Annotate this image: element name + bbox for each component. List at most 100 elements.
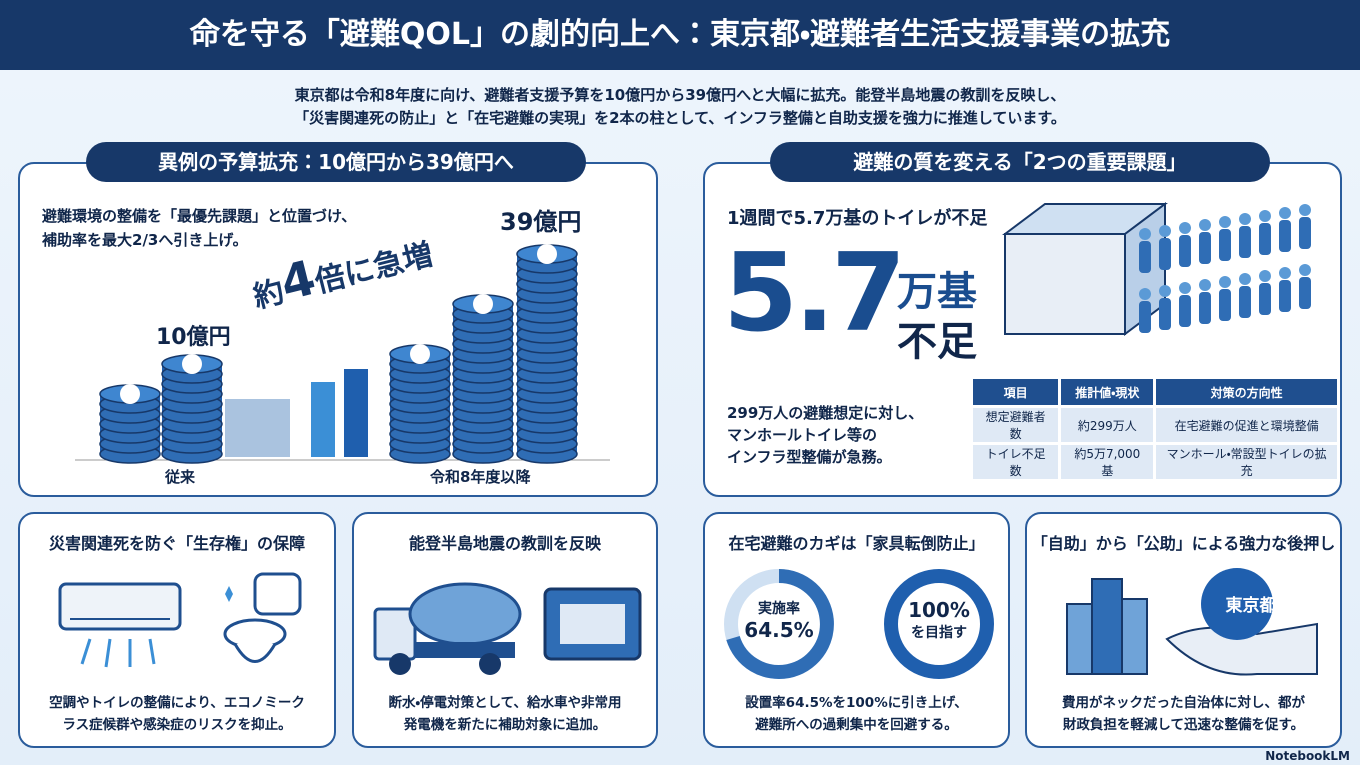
decoration: [1279, 267, 1291, 279]
truck-generator-illustration: [373, 582, 642, 675]
text-line: 設置率64.5%を100%に引き上げ、: [745, 695, 968, 711]
text-line: ラス症候群や感染症のリスクを抑止。: [62, 717, 292, 733]
decoration: [1219, 216, 1231, 228]
donut-current: 実施率 64.5%: [739, 598, 819, 642]
th: 推計値・現状: [1061, 379, 1154, 405]
decoration: [1279, 280, 1291, 312]
decoration: [120, 384, 140, 404]
decoration: [1239, 286, 1251, 318]
decoration: [1179, 282, 1191, 294]
table-header: 項目 推計値・現状 対策の方向性: [973, 379, 1337, 405]
decoration: [1199, 279, 1211, 291]
ac-toilet-illustration: [58, 572, 302, 668]
decoration: [1299, 217, 1311, 249]
issues-text: 299万人の避難想定に対し、 マンホールトイレ等の インフラ型整備が急務。: [727, 402, 923, 468]
after-label: 令和8年度以降: [430, 468, 531, 486]
before-amount: 10億円: [156, 325, 231, 350]
decoration: [225, 399, 290, 457]
decoration: [1159, 225, 1171, 237]
card-title: 能登半島地震の教訓を反映: [408, 534, 601, 553]
decoration: [1199, 219, 1211, 231]
decoration: [1199, 292, 1211, 324]
td: マンホール・常設型トイレの拡充: [1156, 445, 1337, 479]
decoration: [1139, 288, 1151, 300]
decoration: [1259, 223, 1271, 255]
decoration: [537, 244, 557, 264]
header-title: 命を守る「避難QOL」の劇的向上へ：東京都・避難者生活支援事業の拡充: [0, 0, 1360, 70]
decoration: [344, 369, 368, 457]
coin-illustration: [75, 244, 610, 464]
decoration: [473, 294, 493, 314]
issues-table: 項目 推計値・現状 対策の方向性 想定避難者数 約299万人 在宅避難の促進と環境整備 …: [970, 376, 1340, 482]
decoration: [1279, 220, 1291, 252]
decoration: [410, 344, 430, 364]
donut-label: を目指す: [911, 625, 967, 641]
decoration: [1299, 204, 1311, 216]
text-line: 空調やトイレの整備により、エコノミーク: [49, 695, 305, 711]
text-line: マンホールトイレ等の: [727, 426, 878, 444]
donut-value: 64.5%: [744, 618, 814, 642]
issues-title: 避難の質を変える「2つの重要課題」: [770, 142, 1270, 182]
decoration: [1159, 285, 1171, 297]
card: 「自助」から「公助」による強力な後押し 東京都 費用がネックだった自治体に対し、…: [1025, 512, 1342, 748]
card: 能登半島地震の教訓を反映 断水・停電対策として、給水車や非常用 発電機を新たに補助…: [352, 512, 658, 748]
decoration: [182, 354, 202, 374]
text-line: 299万人の避難想定に対し、: [727, 404, 924, 422]
table-row: 想定避難者数 約299万人 在宅避難の促進と環境整備: [973, 408, 1337, 442]
before-label: 従来: [165, 468, 196, 486]
th: 対策の方向性: [1156, 379, 1337, 405]
decoration: [1219, 276, 1231, 288]
decoration: [1139, 228, 1151, 240]
decoration: [1139, 241, 1151, 273]
decoration: [1219, 289, 1231, 321]
after-amount: 39億円: [500, 208, 582, 236]
text-line: インフラ型整備が急務。: [727, 448, 892, 466]
decoration: [1259, 210, 1271, 222]
decoration: [1139, 301, 1151, 333]
footer: NotebookLM: [1265, 749, 1350, 763]
text-line: 避難所への過剰集中を回避する。: [755, 717, 958, 733]
lead-line: 東京都は令和8年度に向け、避難者支援予算を10億円から39億円へと大幅に拡充。能…: [294, 86, 1066, 104]
donut-label: 実施率: [758, 601, 800, 617]
decoration: [1004, 233, 1126, 335]
td: 約5万7,000基: [1061, 445, 1154, 479]
card-title: 災害関連死を防ぐ「生存権」の保障: [48, 534, 305, 553]
decoration: [1179, 235, 1191, 267]
city-hand-illustration: [1066, 568, 1318, 676]
text-line: 発電機を新たに補助対象に追加。: [403, 717, 607, 733]
decoration: [1239, 226, 1251, 258]
decoration: [1179, 222, 1191, 234]
badge: 東京都: [1225, 596, 1277, 616]
decoration: [1239, 213, 1251, 225]
td: 在宅避難の促進と環境整備: [1156, 408, 1337, 442]
budget-panel: 避難環境の整備を「最優先課題」と位置づけ、 補助率を最大2/3へ引き上げ。 約4倍…: [18, 162, 658, 497]
decoration: [1279, 207, 1291, 219]
big-unit: 万基: [897, 269, 977, 315]
td: 想定避難者数: [973, 408, 1059, 442]
text-line: 補助率を最大2/3へ引き上げ。: [42, 231, 248, 249]
card: 在宅避難のカギは「家具転倒防止」 実施率 64.5% 100% を目指す 設置率64…: [703, 512, 1010, 748]
donut-value: 100%: [908, 598, 970, 622]
decoration: [1259, 270, 1271, 282]
decoration: [1299, 277, 1311, 309]
text-line: 費用がネックだった自治体に対し、都が: [1062, 695, 1305, 711]
card: 災害関連死を防ぐ「生存権」の保障 空調やトイレの整備により、エコノミーク ラス症候…: [18, 512, 336, 748]
decoration: [1179, 295, 1191, 327]
decoration: [1239, 273, 1251, 285]
decoration: [1259, 283, 1271, 315]
th: 項目: [973, 379, 1059, 405]
big-suffix: 不足: [897, 319, 977, 365]
budget-title: 異例の予算拡充：10億円から39億円へ: [86, 142, 586, 182]
donut-goal: 100% を目指す: [899, 598, 979, 642]
donut-illustration: [724, 569, 994, 679]
text-line: 財政負担を軽減して迅速な整備を促す。: [1062, 717, 1305, 733]
text-line: 避難環境の整備を「最優先課題」と位置づけ、: [42, 207, 357, 225]
decoration: [311, 382, 335, 457]
issues-panel: 1週間で5.7万基のトイレが不足 5.7 万基 不足 299万人の避難想定に対し…: [703, 162, 1342, 497]
budget-text: 避難環境の整備を「最優先課題」と位置づけ、 補助率を最大2/3へ引き上げ。: [42, 204, 356, 252]
toilet-illustration: [1002, 202, 1311, 336]
td: トイレ不足数: [973, 445, 1059, 479]
card-title: 「自助」から「公助」による強力な後押し: [1031, 534, 1336, 553]
decoration: [1219, 229, 1231, 261]
